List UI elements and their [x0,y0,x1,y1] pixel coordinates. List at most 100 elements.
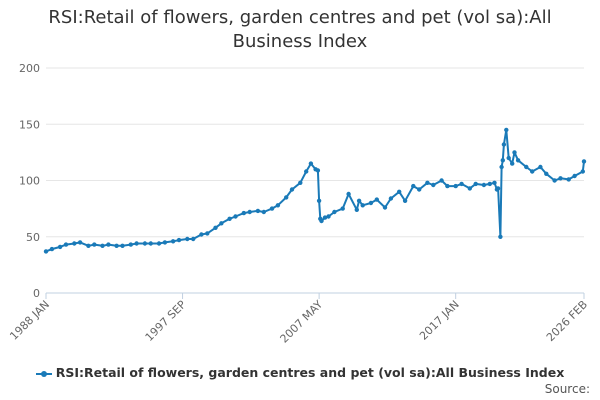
data-point[interactable] [128,242,133,247]
data-point[interactable] [275,203,281,208]
data-point[interactable] [322,215,328,220]
data-point[interactable] [170,239,176,244]
chart-title: RSI:Retail of flowers, garden centres an… [48,7,552,52]
x-tick-label: 1988 JAN [7,298,52,343]
data-point[interactable] [162,240,168,245]
data-point[interactable] [487,181,492,187]
data-point[interactable] [512,150,517,155]
data-point[interactable] [425,180,430,185]
data-point[interactable] [501,142,507,147]
data-point[interactable] [308,161,314,166]
data-point[interactable] [572,173,577,179]
data-point[interactable] [63,242,69,247]
data-point[interactable] [492,180,497,185]
data-point[interactable] [269,206,275,211]
data-point[interactable] [439,178,444,183]
data-point[interactable] [148,241,153,246]
data-point[interactable] [77,240,83,245]
data-point[interactable] [360,203,365,208]
data-point[interactable] [247,209,252,215]
data-point[interactable] [289,187,295,192]
data-point[interactable] [580,169,585,174]
data-point[interactable] [499,164,504,170]
data-point[interactable] [227,216,232,221]
legend[interactable]: RSI:Retail of flowers, garden centres an… [0,365,600,380]
data-point[interactable] [156,241,162,246]
data-point[interactable] [481,182,487,188]
data-point[interactable] [411,183,416,189]
series-line [45,128,585,253]
y-tick-label: 0 [33,287,40,300]
data-point[interactable] [319,218,324,224]
data-point[interactable] [524,164,529,170]
data-point[interactable] [241,210,246,216]
data-point[interactable] [346,191,351,197]
data-point[interactable] [72,241,77,246]
data-point[interactable] [49,246,55,252]
y-tick-label: 200 [19,62,40,75]
data-point[interactable] [298,180,303,185]
data-point[interactable] [191,236,196,242]
data-point[interactable] [431,182,436,188]
data-point[interactable] [43,249,49,254]
data-point[interactable] [176,237,182,243]
data-point[interactable] [261,209,266,215]
data-point[interactable] [417,187,422,192]
data-point[interactable] [566,177,571,182]
data-point[interactable] [142,241,148,246]
data-point[interactable] [219,221,224,226]
data-point[interactable] [510,161,515,166]
data-point[interactable] [86,243,91,248]
data-point[interactable] [445,183,450,189]
data-point[interactable] [530,169,535,174]
data-point[interactable] [356,198,362,203]
data-point[interactable] [500,158,505,163]
data-point[interactable] [134,241,139,246]
data-point[interactable] [213,225,218,230]
data-point[interactable] [402,198,408,203]
data-point[interactable] [495,186,501,191]
data-point[interactable] [544,171,549,176]
data-point[interactable] [120,243,125,248]
y-tick-label: 150 [19,118,40,131]
data-point[interactable] [114,243,119,248]
data-point[interactable] [316,198,322,203]
data-point[interactable] [459,181,464,187]
data-point[interactable] [473,181,478,187]
x-tick-label: 1997 SEP [143,298,189,344]
data-point[interactable] [558,176,563,181]
data-point[interactable] [382,205,388,210]
data-point[interactable] [233,214,238,219]
data-point[interactable] [581,159,587,164]
data-point[interactable] [304,169,309,174]
data-point[interactable] [453,183,458,189]
data-point[interactable] [332,209,337,215]
data-point[interactable] [354,207,359,212]
data-point[interactable] [205,231,210,236]
data-point[interactable] [368,200,374,206]
data-point[interactable] [374,197,379,202]
x-tick-label: 2007 MAY [278,298,326,346]
data-point[interactable] [100,243,105,248]
data-point[interactable] [552,178,557,183]
data-point[interactable] [506,155,511,161]
data-point[interactable] [284,195,289,200]
data-point[interactable] [57,244,63,250]
data-point[interactable] [498,234,503,239]
data-point[interactable] [467,186,472,191]
data-point[interactable] [106,242,111,247]
data-point[interactable] [199,232,204,237]
data-point[interactable] [538,164,543,170]
data-point[interactable] [185,236,190,242]
data-point[interactable] [504,127,509,133]
data-point[interactable] [92,242,97,247]
data-point[interactable] [515,158,521,163]
data-point[interactable] [388,196,394,201]
x-axis-tick-labels: 1988 JAN 1997 SEP 2007 MAY 2017 JAN 2026 FEB [7,298,590,346]
data-point[interactable] [255,208,261,214]
data-point[interactable] [397,189,402,194]
legend-swatch-marker [40,370,47,377]
data-point[interactable] [315,168,321,173]
data-point[interactable] [340,206,345,211]
data-point[interactable] [326,214,331,219]
